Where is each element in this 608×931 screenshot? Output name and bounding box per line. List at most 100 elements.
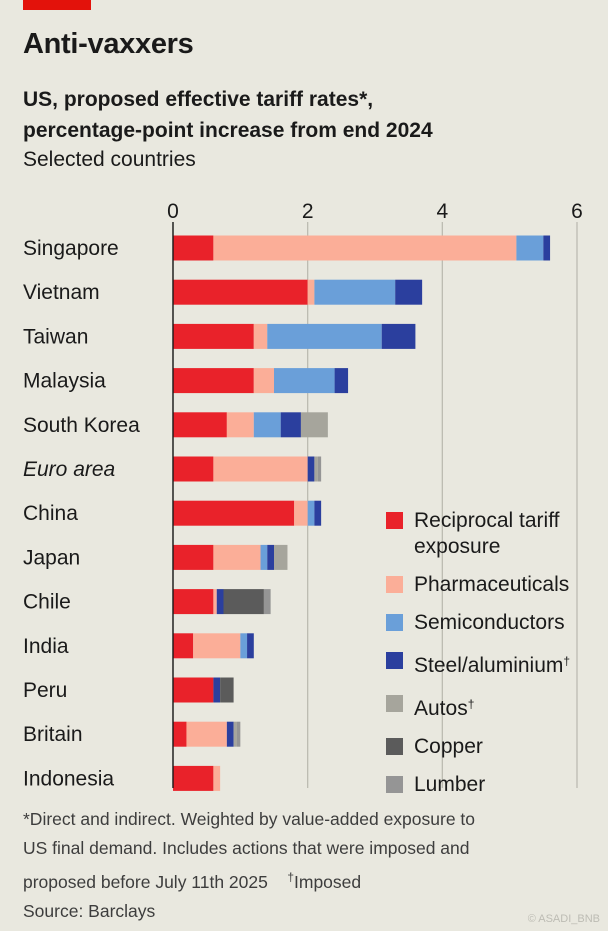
category-label: Indonesia bbox=[23, 767, 114, 790]
bar-segment-pharma bbox=[253, 323, 268, 349]
bar-segment-pharma bbox=[253, 368, 274, 394]
bar-segment-steel bbox=[267, 544, 274, 570]
footnote: *Direct and indirect. Weighted by value-… bbox=[23, 805, 593, 926]
legend-label: Autos† bbox=[414, 691, 474, 722]
x-tick-label-0: 0 bbox=[167, 200, 179, 223]
legend-label: Copper bbox=[414, 734, 483, 760]
legend-swatch bbox=[386, 738, 403, 755]
bar-segment-semis bbox=[274, 368, 335, 394]
bar-segment-steel bbox=[247, 633, 254, 659]
watermark: © ASADI_BNB bbox=[527, 913, 600, 925]
category-label: Taiwan bbox=[23, 325, 88, 348]
bar-segment-steel bbox=[381, 323, 416, 349]
legend-swatch bbox=[386, 576, 403, 593]
legend-dagger: † bbox=[467, 697, 475, 711]
bar-chart: 0 2 4 6 Singapore Vietnam Taiwan Malaysia South … bbox=[23, 200, 583, 791]
legend-label: Lumber bbox=[414, 772, 485, 798]
legend-swatch bbox=[386, 695, 403, 712]
bar-segment-semis bbox=[260, 544, 268, 570]
x-tick-label-2: 2 bbox=[302, 200, 314, 223]
footnote-imposed: Imposed bbox=[294, 872, 362, 892]
category-label: Japan bbox=[23, 546, 80, 569]
bar-segment-pharma bbox=[213, 589, 217, 615]
legend-label-text: Semiconductors bbox=[414, 611, 565, 634]
bar-segment-pharma bbox=[226, 412, 254, 438]
bar-segment-reciprocal bbox=[173, 544, 214, 570]
footnote-line-1: *Direct and indirect. Weighted by value-… bbox=[23, 809, 476, 829]
bar-segment-pharma bbox=[213, 765, 221, 791]
category-label: India bbox=[23, 635, 69, 658]
footnote-line-2: US final demand. Includes actions that w… bbox=[23, 838, 470, 858]
chart-subtitle: US, proposed effective tariff rates*, pe… bbox=[23, 84, 593, 146]
bar-segment-steel bbox=[213, 677, 221, 703]
bar-segment-semis bbox=[253, 412, 281, 438]
chart-title: Anti-vaxxers bbox=[23, 28, 194, 60]
bar-segment-pharma bbox=[307, 279, 315, 305]
legend-item-lumber: Lumber bbox=[386, 772, 601, 798]
legend-item-steel: Steel/aluminium† bbox=[386, 648, 601, 679]
bar-segment-semis bbox=[267, 323, 382, 349]
bar-segment-copper bbox=[220, 677, 234, 703]
bar-segment-steel bbox=[226, 721, 234, 747]
legend-dagger: † bbox=[563, 654, 571, 668]
category-label: Chile bbox=[23, 591, 71, 614]
legend-label: Pharmaceuticals bbox=[414, 572, 569, 598]
bar-segment-pharma bbox=[213, 456, 308, 482]
category-label: Peru bbox=[23, 679, 67, 702]
bar-segment-reciprocal bbox=[173, 677, 214, 703]
legend-label-text: Copper bbox=[414, 735, 483, 758]
bar-segment-reciprocal bbox=[173, 279, 308, 305]
bar-segment-reciprocal bbox=[173, 412, 227, 438]
bar-segment-autos bbox=[314, 456, 318, 482]
legend-item-reciprocal: Reciprocal tariff exposure bbox=[386, 508, 601, 560]
legend-swatch bbox=[386, 776, 403, 793]
category-label: Vietnam bbox=[23, 281, 100, 304]
bar-segment-autos bbox=[233, 721, 237, 747]
subtitle-line-2: percentage-point increase from end 2024 bbox=[23, 119, 433, 142]
legend-label-text: Autos bbox=[414, 697, 468, 720]
legend-item-autos: Autos† bbox=[386, 691, 601, 722]
bar-segment-semis bbox=[314, 279, 396, 305]
legend-label-text: Lumber bbox=[414, 773, 486, 796]
chart-subtitle-secondary: Selected countries bbox=[23, 148, 196, 171]
legend-item-semis: Semiconductors bbox=[386, 610, 601, 636]
bar-segment-reciprocal bbox=[173, 368, 254, 394]
x-tick-label-4: 4 bbox=[436, 200, 448, 223]
legend-label: Reciprocal tariff exposure bbox=[414, 508, 594, 560]
category-label: Singapore bbox=[23, 237, 119, 260]
bar-segment-steel bbox=[280, 412, 301, 438]
category-label: Malaysia bbox=[23, 370, 106, 393]
bar-segment-semis bbox=[516, 235, 544, 261]
subtitle-line-1: US, proposed effective tariff rates*, bbox=[23, 88, 374, 111]
bar-segment-reciprocal bbox=[173, 765, 214, 791]
bar-segment-lumber bbox=[317, 456, 322, 482]
bar-segment-steel bbox=[307, 456, 315, 482]
legend-label: Semiconductors bbox=[414, 610, 565, 636]
bar-segment-reciprocal bbox=[173, 500, 295, 526]
legend-item-copper: Copper bbox=[386, 734, 601, 760]
bar-segment-steel bbox=[334, 368, 349, 394]
bar-segment-steel bbox=[216, 589, 224, 615]
footnote-source: Source: Barclays bbox=[23, 901, 156, 921]
bar-segment-reciprocal bbox=[173, 456, 214, 482]
category-label: Britain bbox=[23, 723, 83, 746]
bar-segment-pharma bbox=[213, 544, 261, 570]
x-tick-label-6: 6 bbox=[571, 200, 583, 223]
bar-segment-reciprocal bbox=[173, 589, 214, 615]
legend-label-text: Reciprocal tariff exposure bbox=[414, 509, 560, 558]
bar-segment-semis bbox=[307, 500, 315, 526]
bar-segment-steel bbox=[314, 500, 322, 526]
legend-label: Steel/aluminium† bbox=[414, 648, 570, 679]
bar-segment-pharma bbox=[186, 721, 227, 747]
bar-segment-autos bbox=[274, 544, 288, 570]
bar-segment-pharma bbox=[213, 235, 517, 261]
bar-segment-reciprocal bbox=[173, 323, 254, 349]
bar-segment-steel bbox=[543, 235, 551, 261]
legend-swatch bbox=[386, 614, 403, 631]
legend-item-pharma: Pharmaceuticals bbox=[386, 572, 601, 598]
bar-segment-semis bbox=[240, 633, 248, 659]
legend-label-text: Steel/aluminium bbox=[414, 654, 564, 677]
brand-red-bar bbox=[23, 0, 91, 10]
legend-label-text: Pharmaceuticals bbox=[414, 573, 570, 596]
bar-segment-autos bbox=[300, 412, 328, 438]
